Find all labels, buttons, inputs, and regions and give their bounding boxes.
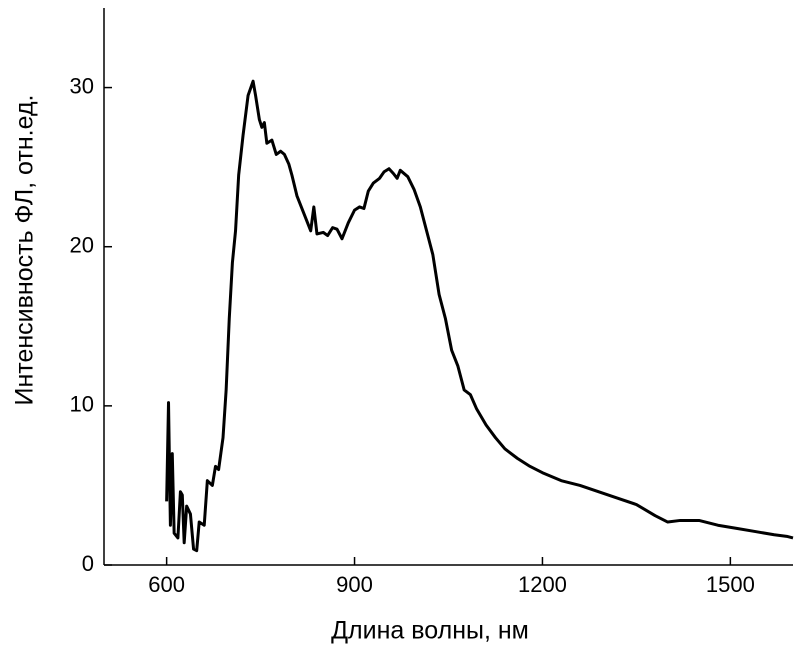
x-tick-label: 1200 [518, 572, 567, 597]
data-line [165, 79, 794, 553]
y-tick-label: 20 [70, 233, 94, 258]
x-tick-label: 1500 [706, 572, 755, 597]
y-tick-label: 0 [82, 551, 94, 576]
x-tick-label: 600 [148, 572, 185, 597]
x-axis-title: Длина волны, нм [331, 617, 529, 645]
y-tick-label: 10 [70, 392, 94, 417]
y-axis-title: Интенсивность ФЛ, отн.ед. [11, 95, 39, 406]
y-tick-label: 30 [70, 73, 94, 98]
x-tick-label: 900 [336, 572, 373, 597]
